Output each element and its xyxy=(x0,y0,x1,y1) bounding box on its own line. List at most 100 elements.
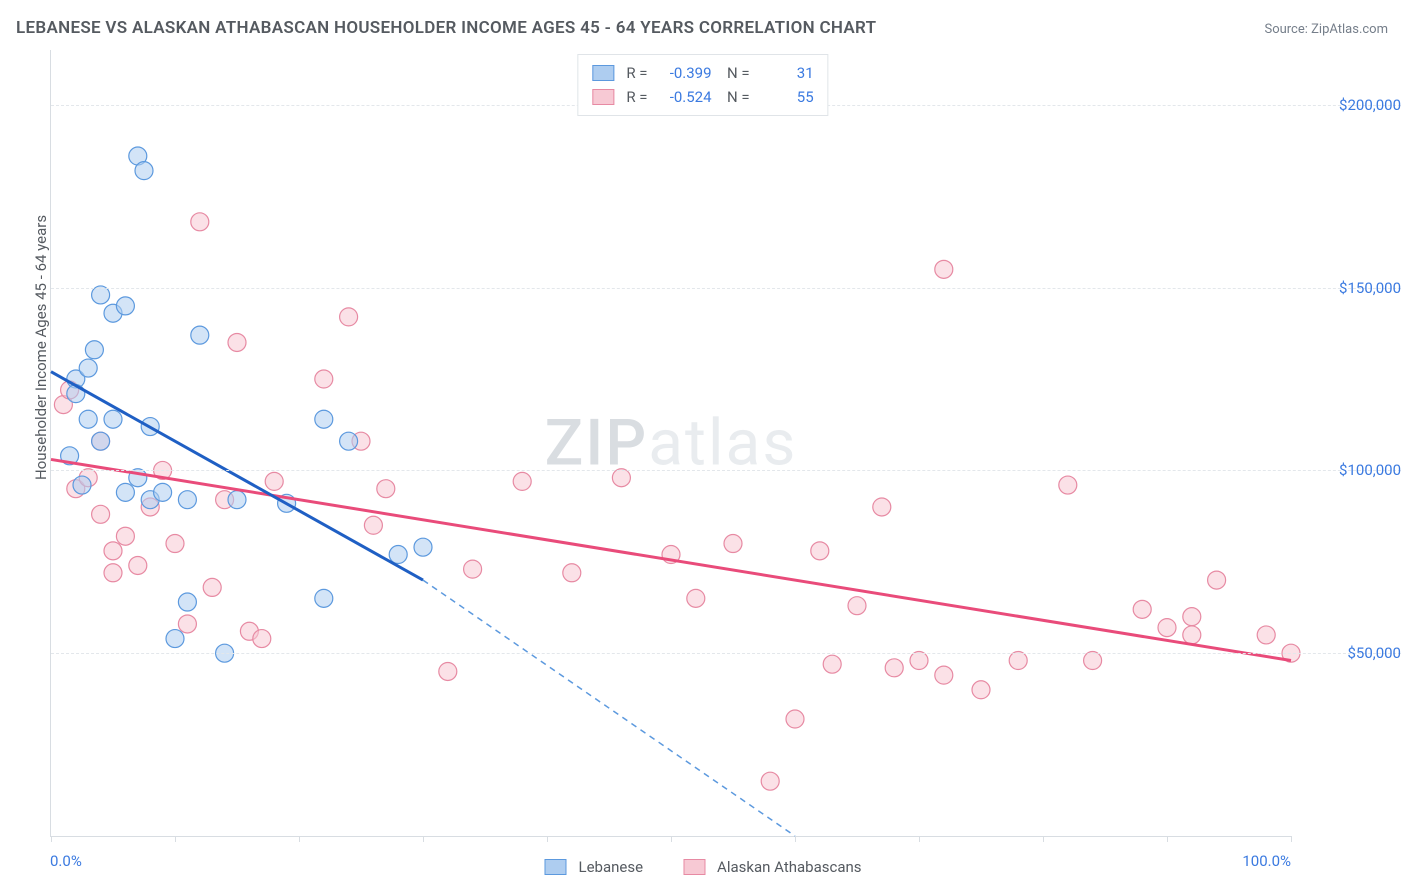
y-tick-label: $150,000 xyxy=(1301,279,1401,297)
data-point xyxy=(811,542,829,560)
gridline xyxy=(51,470,1401,471)
x-tick xyxy=(795,836,796,842)
data-point xyxy=(1183,608,1201,626)
x-max-label: 100.0% xyxy=(1242,852,1291,870)
data-point xyxy=(73,476,91,494)
data-point xyxy=(340,308,358,326)
data-point xyxy=(935,666,953,684)
data-point xyxy=(1084,652,1102,670)
data-point xyxy=(92,432,110,450)
r-label: R = xyxy=(626,61,647,85)
scatter-svg xyxy=(51,50,1291,836)
stats-row-1: R = -0.399 N = 31 xyxy=(592,61,813,85)
data-point xyxy=(135,162,153,180)
data-point xyxy=(116,297,134,315)
x-tick xyxy=(299,836,300,842)
legend-item-2: Alaskan Athabascans xyxy=(683,858,861,876)
x-tick xyxy=(423,836,424,842)
gridline xyxy=(51,653,1401,654)
data-point xyxy=(104,410,122,428)
data-point xyxy=(1158,619,1176,637)
data-point xyxy=(166,535,184,553)
data-point xyxy=(910,652,928,670)
data-point xyxy=(935,260,953,278)
y-tick-label: $200,000 xyxy=(1301,96,1401,114)
data-point xyxy=(786,710,804,728)
data-point xyxy=(315,410,333,428)
x-tick xyxy=(175,836,176,842)
r-value-2: -0.524 xyxy=(656,85,712,109)
data-point xyxy=(203,578,221,596)
stats-legend: R = -0.399 N = 31 R = -0.524 N = 55 xyxy=(577,54,828,116)
data-point xyxy=(228,491,246,509)
data-point xyxy=(166,630,184,648)
data-point xyxy=(129,556,147,574)
data-point xyxy=(1133,600,1151,618)
data-point xyxy=(104,542,122,560)
legend-item-1: Lebanese xyxy=(544,858,643,876)
r-label: R = xyxy=(626,85,647,109)
data-point xyxy=(563,564,581,582)
x-tick xyxy=(671,836,672,842)
y-tick-label: $50,000 xyxy=(1301,644,1401,662)
legend-label-1: Lebanese xyxy=(578,858,643,876)
data-point xyxy=(79,410,97,428)
data-point xyxy=(228,333,246,351)
data-point xyxy=(873,498,891,516)
gridline xyxy=(51,288,1401,289)
x-tick xyxy=(547,836,548,842)
data-point xyxy=(178,593,196,611)
x-tick xyxy=(919,836,920,842)
data-point xyxy=(612,469,630,487)
data-point xyxy=(315,370,333,388)
data-point xyxy=(1009,652,1027,670)
y-axis-label: Householder Income Ages 45 - 64 years xyxy=(32,215,50,480)
data-point xyxy=(761,772,779,790)
data-point xyxy=(178,615,196,633)
regression-line xyxy=(51,459,1291,660)
data-point xyxy=(823,655,841,673)
data-point xyxy=(848,597,866,615)
data-point xyxy=(364,516,382,534)
n-value-1: 31 xyxy=(758,61,814,85)
regression-line xyxy=(423,580,795,836)
n-value-2: 55 xyxy=(758,85,814,109)
data-point xyxy=(85,341,103,359)
plot-area: ZIPatlas $50,000$100,000$150,000$200,000 xyxy=(50,50,1291,837)
x-tick xyxy=(1043,836,1044,842)
data-point xyxy=(885,659,903,677)
data-point xyxy=(1208,571,1226,589)
stats-row-2: R = -0.524 N = 55 xyxy=(592,85,813,109)
swatch-series2 xyxy=(683,859,705,875)
r-value-1: -0.399 xyxy=(656,61,712,85)
data-point xyxy=(315,589,333,607)
swatch-series1 xyxy=(544,859,566,875)
data-point xyxy=(116,483,134,501)
chart-title: LEBANESE VS ALASKAN ATHABASCAN HOUSEHOLD… xyxy=(16,18,876,38)
data-point xyxy=(104,564,122,582)
data-point xyxy=(513,472,531,490)
x-tick xyxy=(1167,836,1168,842)
data-point xyxy=(265,472,283,490)
x-tick xyxy=(1291,836,1292,842)
n-label: N = xyxy=(720,61,750,85)
data-point xyxy=(439,662,457,680)
data-point xyxy=(1183,626,1201,644)
x-min-label: 0.0% xyxy=(50,852,82,870)
data-point xyxy=(154,483,172,501)
data-point xyxy=(687,589,705,607)
swatch-series1 xyxy=(592,65,614,81)
data-point xyxy=(92,505,110,523)
data-point xyxy=(178,491,196,509)
data-point xyxy=(1059,476,1077,494)
data-point xyxy=(414,538,432,556)
data-point xyxy=(67,385,85,403)
data-point xyxy=(191,213,209,231)
data-point xyxy=(116,527,134,545)
y-tick-label: $100,000 xyxy=(1301,461,1401,479)
data-point xyxy=(253,630,271,648)
swatch-series2 xyxy=(592,89,614,105)
data-point xyxy=(191,326,209,344)
series-legend: Lebanese Alaskan Athabascans xyxy=(544,858,861,876)
data-point xyxy=(389,546,407,564)
